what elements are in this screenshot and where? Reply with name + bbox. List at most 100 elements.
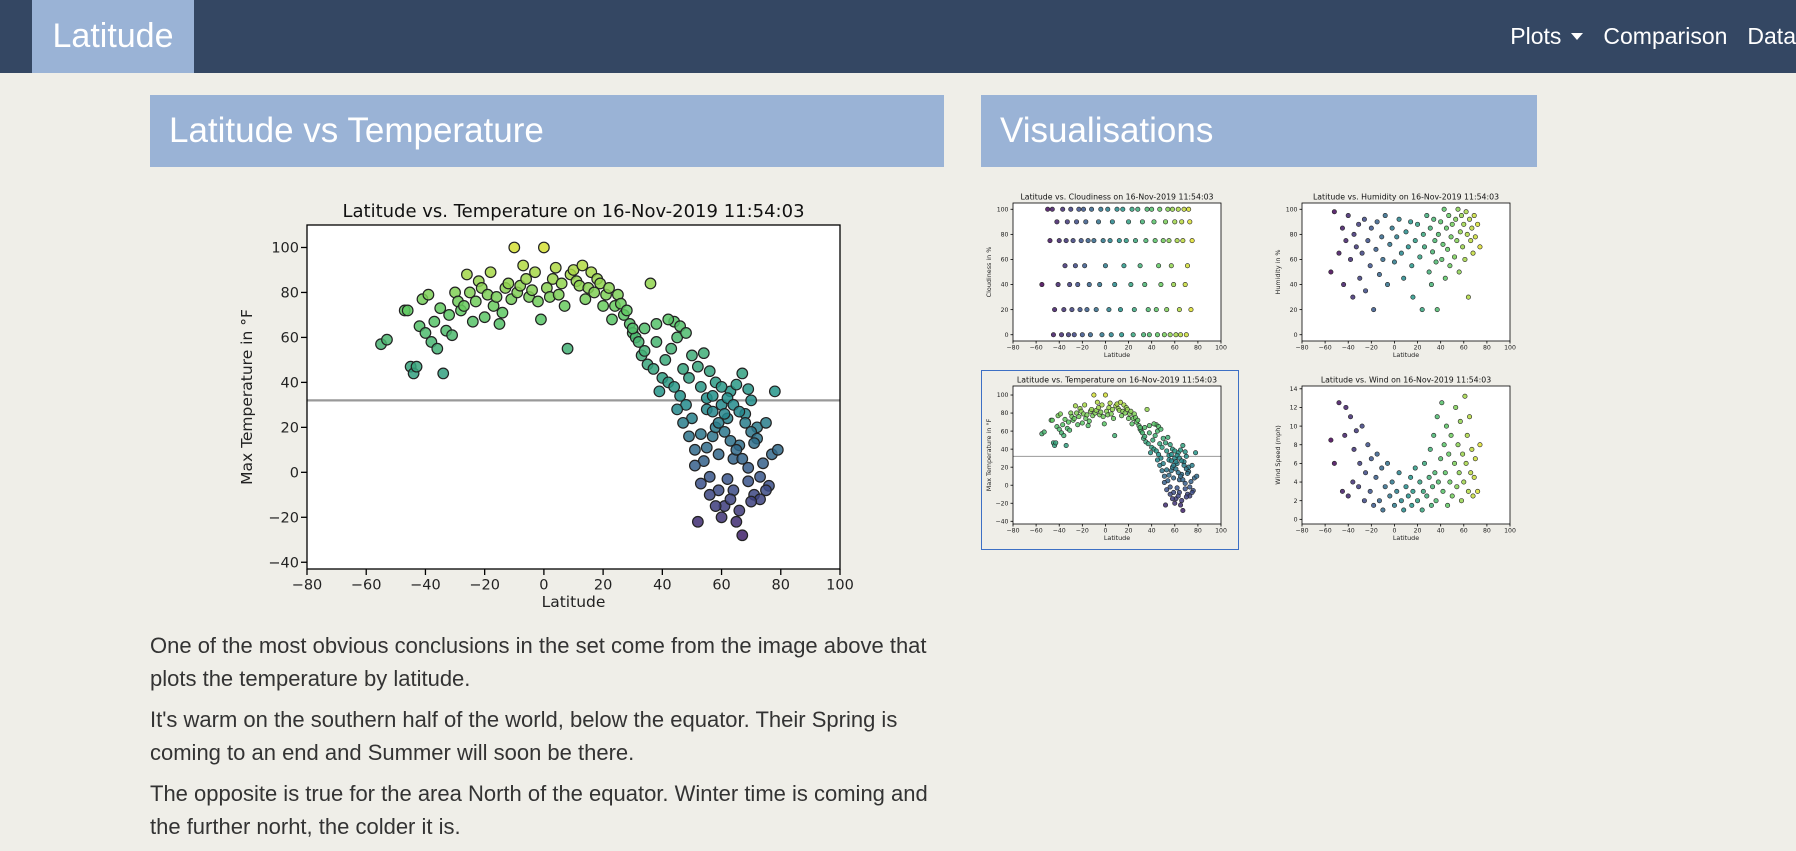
data-point <box>1158 282 1164 288</box>
data-point <box>674 389 687 402</box>
data-point <box>1336 250 1342 256</box>
data-point <box>1373 474 1379 480</box>
data-point <box>466 315 479 328</box>
data-point <box>1463 209 1469 215</box>
x-tick-label: −80 <box>292 578 323 594</box>
left-panel-title: Latitude vs Temperature <box>150 95 944 167</box>
wind-thumbnail[interactable]: −80 −60 −40 −20 0 20 40 60 80 100 0 2 4 6 8 10 12 14 Latit… <box>1272 371 1528 551</box>
data-point <box>1106 307 1112 313</box>
data-point <box>1189 462 1195 468</box>
x-tick-label: −20 <box>1076 345 1089 352</box>
x-tick-label: 20 <box>1414 345 1422 352</box>
data-point <box>745 394 758 407</box>
data-point <box>1421 244 1427 250</box>
data-point <box>502 277 515 290</box>
data-point <box>632 336 645 348</box>
data-point <box>677 362 689 375</box>
data-point <box>1189 489 1195 495</box>
data-point <box>730 443 743 456</box>
data-point <box>1101 421 1107 427</box>
data-point <box>1470 493 1476 499</box>
data-point <box>1062 263 1068 269</box>
chart-title: Latitude vs. Wind on 16-Nov-2019 11:54:0… <box>1321 375 1491 384</box>
data-point <box>1167 442 1173 448</box>
nav-data-link[interactable]: Data <box>1747 23 1796 49</box>
x-tick-label: 60 <box>1460 345 1468 352</box>
data-point <box>1109 406 1115 412</box>
data-point <box>555 277 568 290</box>
data-point <box>1182 486 1188 492</box>
data-point <box>1433 498 1439 504</box>
x-tick-label: 60 <box>712 578 730 594</box>
data-point <box>1144 406 1150 412</box>
data-point <box>1142 282 1148 288</box>
y-tick-label: 12 <box>1290 405 1298 412</box>
humidity-thumbnail[interactable]: −80 −60 −40 −20 0 20 40 60 80 100 0 20 40 60 80 100 Lati… <box>1272 188 1528 368</box>
data-point <box>1469 225 1475 231</box>
navbar-brand[interactable]: Latitude <box>32 0 194 73</box>
data-point <box>1121 263 1127 269</box>
data-point <box>1153 307 1159 313</box>
data-point <box>1145 307 1151 313</box>
data-point <box>1457 229 1463 235</box>
data-point <box>1180 477 1186 483</box>
data-point <box>712 416 725 429</box>
data-point <box>1441 442 1447 448</box>
data-point <box>1409 263 1415 269</box>
data-point <box>1357 460 1363 466</box>
data-point <box>1452 460 1458 466</box>
data-point <box>1039 282 1045 288</box>
data-point <box>1356 221 1362 227</box>
nav-comparison-link[interactable]: Comparison <box>1603 23 1728 49</box>
cloudiness-thumbnail[interactable]: −80 −60 −40 −20 0 20 40 60 80 100 0 20 40 60 80 100 Lati… <box>983 188 1239 368</box>
data-point <box>1188 479 1194 485</box>
navbar: Latitude Plots Comparison Data <box>0 0 1796 73</box>
data-point <box>1477 442 1483 448</box>
data-point <box>1072 263 1078 269</box>
data-point <box>1159 468 1165 474</box>
data-point <box>1165 434 1171 440</box>
data-point <box>1182 282 1188 288</box>
data-point <box>1137 424 1143 430</box>
x-tick-label: 100 <box>1504 345 1516 352</box>
data-point <box>1119 413 1125 419</box>
data-point <box>709 500 722 512</box>
data-point <box>694 428 707 440</box>
data-point <box>1382 213 1388 219</box>
x-tick-label: 80 <box>1483 528 1491 535</box>
data-point <box>1453 216 1459 222</box>
data-point <box>1061 307 1067 313</box>
data-point <box>1091 238 1097 244</box>
y-tick-label: 0 <box>1005 332 1009 339</box>
data-point <box>1460 244 1466 250</box>
data-point <box>1448 234 1454 240</box>
data-point <box>1408 474 1414 480</box>
data-point <box>650 336 663 348</box>
data-point <box>1453 404 1459 410</box>
data-point <box>1141 332 1147 338</box>
data-point <box>1168 263 1174 269</box>
data-point <box>1367 263 1373 269</box>
y-axis-label: Max Temperature in °F <box>985 418 993 491</box>
x-tick-label: 0 <box>1103 345 1107 352</box>
y-tick-label: 60 <box>1001 428 1009 435</box>
data-point <box>677 416 689 429</box>
data-point <box>724 434 737 447</box>
data-point <box>1143 238 1149 244</box>
data-point <box>1475 221 1481 227</box>
x-tick-label: 40 <box>653 578 671 594</box>
data-point <box>1085 423 1091 429</box>
data-point <box>1047 238 1053 244</box>
data-point <box>1126 415 1132 421</box>
data-point <box>668 380 681 393</box>
data-point <box>1445 502 1451 508</box>
temperature-thumbnail[interactable]: −80 −60 −40 −20 0 20 40 60 80 100 −40 −20 0 20 40 60 80 1… <box>983 371 1239 551</box>
data-point <box>1074 219 1080 225</box>
y-tick-label: 100 <box>997 392 1009 399</box>
data-point <box>1371 502 1377 508</box>
paragraph-1: One of the most obvious conclusions in t… <box>150 633 927 691</box>
data-point <box>1099 332 1105 338</box>
y-tick-label: 80 <box>1001 232 1009 239</box>
nav-plots-dropdown[interactable]: Plots <box>1510 23 1584 50</box>
data-point <box>736 529 749 542</box>
